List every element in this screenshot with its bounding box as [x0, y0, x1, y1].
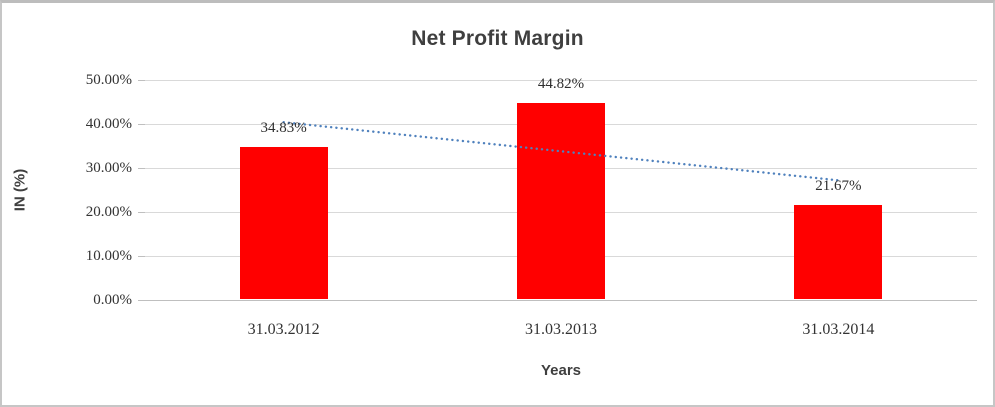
x-tick-label: 31.03.2014	[802, 321, 875, 338]
data-label: 34.83%	[260, 119, 307, 136]
y-tick-label: 10.00%	[85, 248, 132, 264]
gridline	[145, 80, 977, 81]
bar-31.03.2013	[517, 102, 605, 299]
y-tick-label: 0.00%	[93, 292, 132, 308]
y-tick-mark	[138, 300, 145, 301]
x-axis-title: Years	[540, 362, 582, 379]
bar-31.03.2014	[794, 204, 883, 299]
y-tick-label: 20.00%	[85, 204, 132, 220]
x-tick-label: 31.03.2013	[525, 321, 597, 338]
y-tick-mark	[138, 80, 145, 81]
y-tick-label: 30.00%	[85, 160, 132, 176]
y-tick-label: 40.00%	[85, 116, 132, 132]
data-label: 21.67%	[815, 177, 862, 194]
y-tick-mark	[138, 168, 145, 169]
bar-31.03.2012	[239, 146, 328, 299]
y-tick-mark	[138, 124, 145, 125]
chart-title: Net Profit Margin	[411, 27, 584, 50]
x-axis-line	[145, 300, 977, 301]
y-tick-mark	[138, 212, 145, 213]
data-label: 44.82%	[537, 75, 585, 92]
x-tick-label: 31.03.2012	[247, 321, 320, 338]
y-tick-mark	[138, 256, 145, 257]
y-axis-title: IN (%)	[11, 168, 29, 212]
y-tick-label: 50.00%	[85, 72, 132, 88]
